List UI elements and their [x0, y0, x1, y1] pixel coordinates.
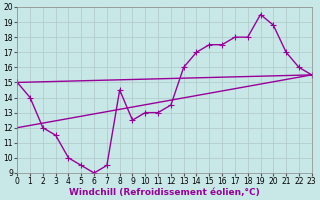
X-axis label: Windchill (Refroidissement éolien,°C): Windchill (Refroidissement éolien,°C)	[69, 188, 260, 197]
